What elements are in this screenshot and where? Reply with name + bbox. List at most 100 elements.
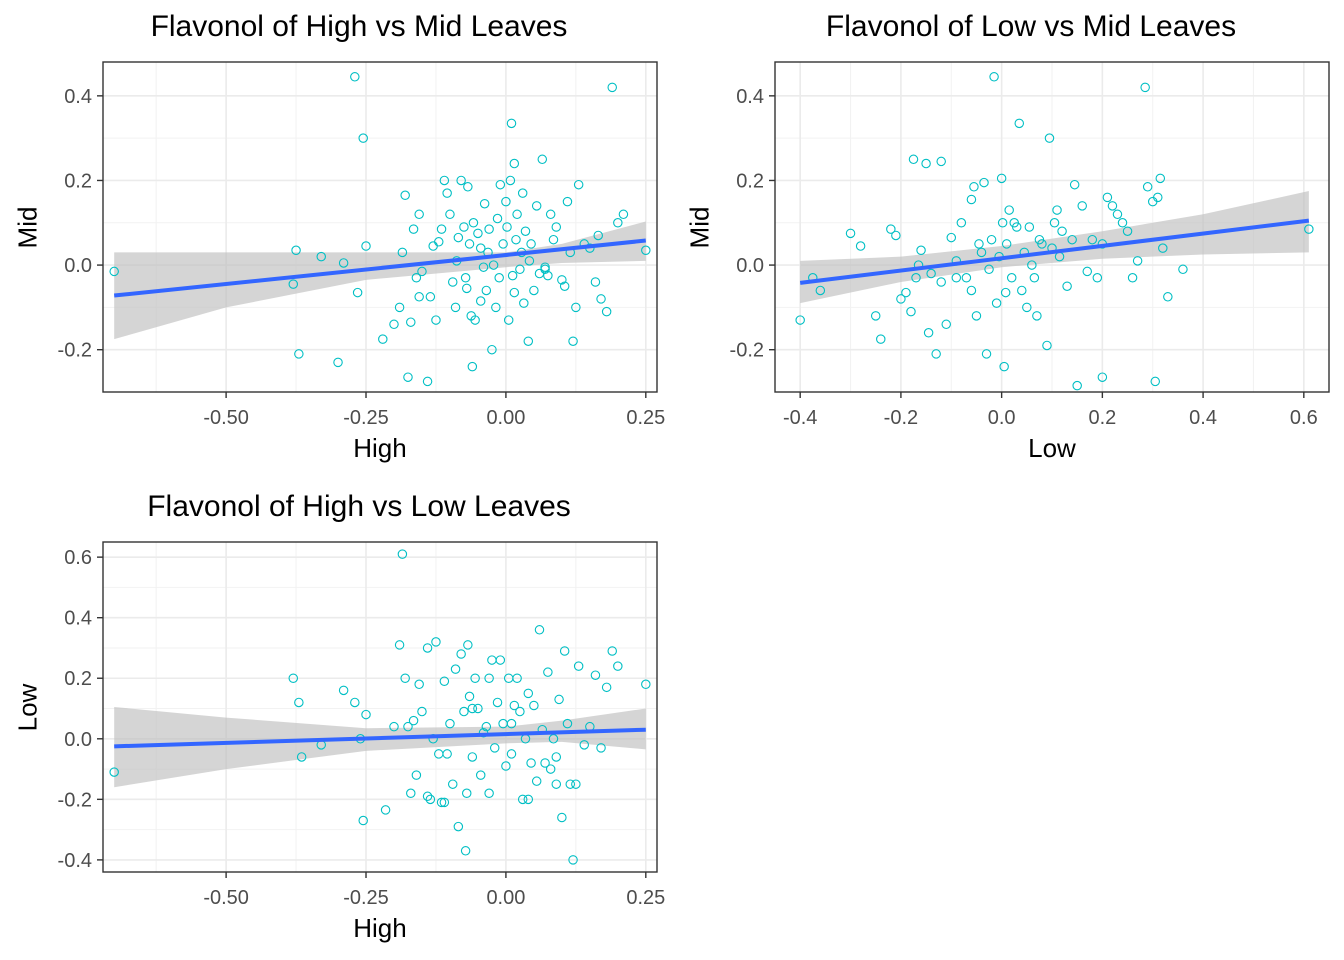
data-point — [926, 268, 936, 279]
data-point — [1112, 209, 1123, 220]
data-point — [551, 222, 562, 232]
chart-plot: -0.50 -0.25 0.00 0.25 -0.2 0.0 0.2 0.4 — [58, 61, 665, 429]
data-point — [473, 228, 483, 239]
y-axis-label: Mid — [12, 206, 43, 249]
data-point — [641, 679, 651, 690]
data-point — [1142, 182, 1153, 192]
data-point — [537, 154, 548, 165]
data-point — [984, 264, 994, 275]
data-point — [531, 776, 542, 786]
data-point — [557, 812, 567, 823]
x-tick-label: -0.50 — [203, 407, 249, 429]
data-point — [288, 279, 299, 289]
data-point — [961, 273, 972, 283]
x-axis-label: High — [353, 433, 407, 463]
data-point — [358, 815, 368, 826]
data-point — [1092, 273, 1103, 283]
data-point — [487, 344, 497, 355]
data-point — [417, 266, 427, 277]
data-point — [408, 715, 419, 726]
data-point — [601, 306, 612, 317]
data-point — [414, 292, 424, 302]
y-tick-label: 0.4 — [736, 86, 764, 108]
data-point — [333, 357, 343, 368]
data-point — [475, 243, 486, 253]
data-point — [425, 794, 436, 805]
data-point — [946, 232, 957, 243]
data-point — [568, 336, 578, 346]
data-point — [590, 277, 601, 287]
x-tick-label: 0.25 — [626, 887, 665, 909]
data-point — [523, 336, 534, 346]
data-point — [453, 232, 464, 243]
data-point — [1117, 218, 1128, 228]
x-axis-label: High — [353, 913, 407, 943]
y-tick-label: 0.4 — [64, 608, 92, 630]
data-point — [378, 334, 388, 344]
data-point — [475, 770, 486, 780]
data-point — [1004, 205, 1014, 215]
data-point — [506, 718, 517, 729]
data-point — [464, 239, 475, 249]
data-point — [294, 697, 304, 708]
data-point — [551, 752, 562, 762]
data-point — [506, 118, 517, 129]
data-point — [422, 643, 433, 653]
data-point — [559, 646, 570, 656]
regression-line — [114, 727, 646, 749]
data-point — [456, 649, 466, 659]
y-tick-label: -0.2 — [730, 340, 764, 362]
data-point — [1107, 201, 1118, 211]
data-point — [1011, 222, 1022, 232]
data-point — [414, 209, 424, 220]
data-point — [1155, 173, 1166, 184]
data-point — [1304, 224, 1314, 234]
data-point — [1000, 287, 1011, 298]
data-point — [1102, 192, 1113, 203]
data-point — [1052, 205, 1062, 215]
data-point — [969, 182, 979, 192]
data-point — [921, 158, 931, 169]
data-point — [350, 697, 360, 708]
x-tick-label: 0.00 — [486, 887, 525, 909]
data-point — [896, 294, 906, 304]
x-tick-label: 0.00 — [486, 407, 525, 429]
data-point — [999, 361, 1009, 372]
data-point — [1032, 311, 1042, 321]
data-point — [1178, 264, 1188, 275]
data-point — [524, 256, 535, 266]
data-point — [467, 361, 478, 372]
data-point — [543, 270, 553, 281]
plot-border — [102, 61, 658, 393]
data-point — [579, 740, 590, 750]
data-point — [951, 273, 962, 283]
data-point — [464, 691, 475, 702]
data-point — [1150, 376, 1160, 387]
data-point — [403, 721, 413, 732]
data-point — [394, 302, 405, 313]
data-point — [1044, 133, 1055, 143]
data-point — [596, 743, 606, 753]
data-point — [450, 302, 461, 313]
data-point — [450, 664, 461, 674]
y-axis-label: Low — [12, 683, 43, 732]
data-point — [431, 637, 441, 647]
data-point — [523, 688, 534, 699]
data-point — [1014, 118, 1025, 129]
data-point — [291, 245, 301, 256]
data-point — [618, 209, 629, 220]
data-point — [1122, 226, 1133, 236]
data-point — [338, 258, 349, 268]
data-point — [559, 281, 570, 291]
data-point — [447, 779, 458, 789]
data-point — [439, 175, 450, 186]
data-point — [916, 245, 926, 256]
data-point — [1027, 260, 1037, 270]
data-point — [548, 234, 559, 245]
data-point — [613, 218, 623, 228]
data-point — [492, 213, 503, 224]
data-point — [941, 319, 951, 330]
data-point — [543, 667, 553, 677]
data-point — [1067, 234, 1077, 245]
x-tick-label: 0.2 — [1088, 407, 1116, 429]
